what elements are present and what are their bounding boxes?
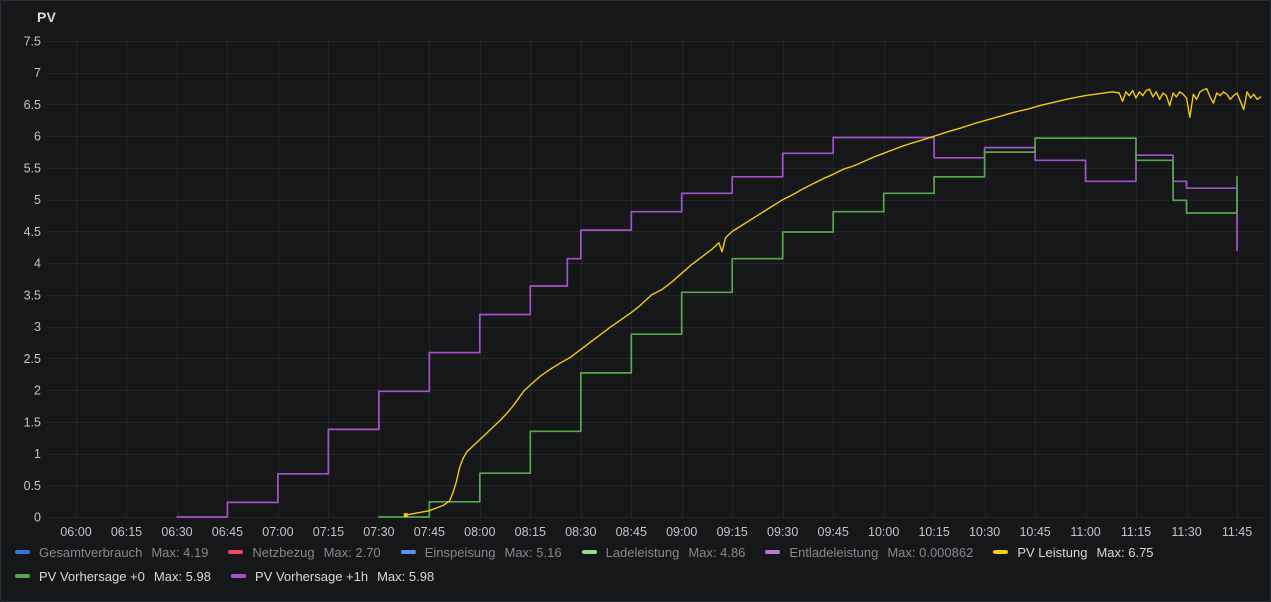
x-tick-label: 08:15: [515, 525, 546, 539]
y-tick-label: 4: [34, 257, 41, 271]
x-tick-label: 06:45: [212, 525, 243, 539]
legend-series-max: Max: 6.75: [1096, 544, 1154, 560]
x-tick-label: 09:30: [767, 525, 798, 539]
legend-series-name: Netzbezug: [252, 544, 315, 560]
x-tick-label: 10:00: [868, 525, 899, 539]
legend-item-einspeisung[interactable]: Einspeisung Max: 5.16: [400, 544, 562, 560]
x-tick-label: 06:15: [111, 525, 142, 539]
entladeleistung-series-swatch: [765, 550, 781, 554]
legend-item-ladeleistung[interactable]: Ladeleistung Max: 4.86: [581, 544, 746, 560]
x-tick-label: 10:45: [1019, 525, 1050, 539]
legend-series-name: Gesamtverbrauch: [39, 544, 143, 560]
x-tick-label: 07:30: [363, 525, 394, 539]
legend-series-name: PV Vorhersage +0: [39, 568, 145, 584]
x-tick-label: 10:15: [918, 525, 949, 539]
y-tick-label: 0: [34, 511, 41, 525]
series-line-pv-leistung: [405, 87, 1262, 516]
y-tick-label: 4.5: [24, 225, 41, 239]
y-tick-label: 6.5: [24, 98, 41, 112]
x-tick-label: 11:45: [1222, 525, 1252, 539]
legend-series-max: Max: 5.98: [377, 568, 435, 584]
y-tick-label: 0.5: [24, 479, 41, 493]
legend-row-2: PV Vorhersage +0 Max: 5.98 PV Vorhersage +…: [15, 566, 1154, 586]
legend-series-name: Ladeleistung: [605, 544, 680, 560]
legend-series-name: Einspeisung: [424, 544, 496, 560]
y-axis-labels: 0 0.5 1 1.5 2 2.5 3 3.5 4 4.5 5 5.5 6 6.5 7 7.5: [24, 35, 41, 525]
x-tick-label: 09:15: [717, 525, 748, 539]
legend-item-pv-vorhersage-1h[interactable]: PV Vorhersage +1h Max: 5.98: [230, 568, 435, 584]
legend-item-netzbezug[interactable]: Netzbezug Max: 2.70: [228, 544, 381, 560]
y-tick-label: 3.5: [24, 288, 41, 302]
y-tick-label: 7.5: [24, 35, 41, 49]
legend-item-entladeleistung[interactable]: Entladeleistung Max: 0.000862: [765, 545, 973, 560]
x-tick-label: 07:15: [313, 525, 344, 539]
gridlines: [47, 41, 1264, 518]
x-tick-label: 07:00: [262, 525, 293, 539]
pv-vorhersage-1h-series-swatch: [230, 574, 246, 578]
x-tick-label: 06:00: [60, 525, 91, 539]
y-tick-label: 2: [34, 384, 41, 398]
x-tick-label: 11:30: [1171, 525, 1201, 539]
legend-row-1: Gesamtverbrauch Max: 4.19 Netzbezug Max: 2.…: [15, 542, 1154, 562]
x-tick-label: 08:00: [464, 525, 495, 539]
legend-series-max: Max: 4.19: [151, 544, 209, 560]
gesamtverbrauch-series-swatch: [15, 550, 30, 554]
x-tick-label: 06:30: [161, 525, 192, 539]
y-tick-label: 5.5: [24, 161, 41, 175]
x-axis-labels: 06:00 06:15 06:30 06:45 07:00 07:15 07:30 07:45…: [60, 525, 1252, 539]
einspeisung-series-swatch: [400, 550, 416, 554]
legend-series-name: PV Vorhersage +1h: [254, 568, 369, 584]
y-tick-label: 6: [34, 130, 41, 144]
x-tick-label: 10:30: [969, 525, 1000, 539]
x-tick-label: 11:15: [1121, 525, 1151, 539]
legend-series-max: Max: 2.70: [323, 544, 381, 560]
x-tick-label: 08:45: [616, 525, 647, 539]
legend-series-max: Max: 5.16: [504, 544, 562, 560]
pv-vorhersage-0-series-swatch: [15, 574, 30, 578]
pv-leistung-series-swatch: [993, 550, 1009, 554]
legend-item-pv-vorhersage-0[interactable]: PV Vorhersage +0 Max: 5.98: [15, 569, 211, 584]
y-tick-label: 2.5: [24, 352, 41, 366]
legend-item-pv-leistung[interactable]: PV Leistung Max: 6.75: [993, 544, 1154, 560]
panel-title[interactable]: PV: [37, 9, 57, 25]
legend: Gesamtverbrauch Max: 4.19 Netzbezug Max: 2.…: [15, 542, 1154, 586]
legend-series-max: Max: 5.98: [153, 568, 211, 584]
x-tick-label: 07:45: [414, 525, 445, 539]
legend-item-gesamtverbrauch[interactable]: Gesamtverbrauch Max: 4.19: [15, 545, 208, 560]
x-tick-label: 09:45: [818, 525, 849, 539]
x-tick-label: 09:00: [666, 525, 697, 539]
series-line-pv-vorhersage-0: [378, 137, 1238, 518]
y-tick-label: 1: [34, 447, 41, 461]
x-tick-label: 08:30: [565, 525, 596, 539]
y-tick-label: 1.5: [24, 415, 41, 429]
legend-series-max: Max: 4.86: [688, 544, 746, 560]
x-tick-label: 11:00: [1070, 525, 1100, 539]
series-line-pv-vorhersage-1h: [176, 136, 1238, 518]
legend-series-name: PV Leistung: [1017, 544, 1088, 560]
ladeleistung-series-swatch: [581, 550, 597, 554]
legend-series-max: Max: 0.000862: [887, 544, 974, 560]
y-tick-label: 3: [34, 320, 41, 334]
y-tick-label: 5: [34, 193, 41, 207]
legend-series-name: Entladeleistung: [789, 544, 879, 560]
netzbezug-series-swatch: [228, 550, 244, 554]
y-tick-label: 7: [34, 66, 41, 80]
